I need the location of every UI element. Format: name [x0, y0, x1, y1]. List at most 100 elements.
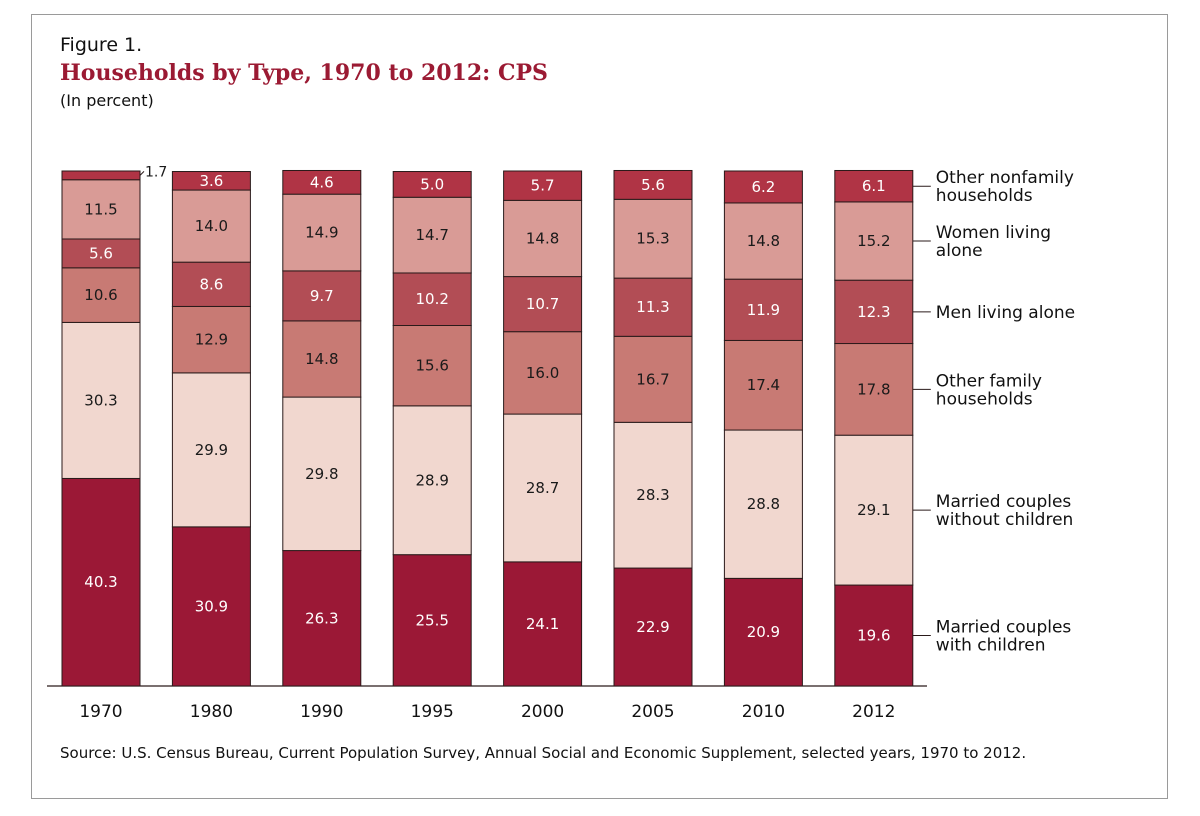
data-label: 5.0	[420, 175, 444, 193]
bar-segment	[171, 261, 251, 307]
data-label: 1.7	[145, 164, 167, 180]
data-label: 29.1	[857, 501, 890, 519]
data-label: 12.9	[195, 331, 228, 349]
bar-segment	[171, 372, 251, 528]
bar-segment	[61, 170, 141, 181]
x-tick-label: 1995	[411, 702, 454, 722]
x-tick-label: 2000	[521, 702, 564, 722]
data-label: 15.2	[857, 232, 890, 250]
bar-segment	[392, 171, 472, 198]
data-label: 17.4	[747, 376, 780, 394]
data-label: 11.9	[747, 301, 780, 319]
data-label: 16.7	[636, 370, 669, 388]
bar-segment	[723, 170, 803, 204]
data-label: 4.6	[310, 173, 334, 191]
bar-segment	[282, 320, 362, 398]
data-label: 10.7	[526, 295, 559, 313]
bar-segment	[61, 321, 141, 479]
x-tick-label: 1990	[300, 702, 343, 722]
data-label: 5.6	[641, 176, 665, 194]
bar-segment	[834, 279, 914, 345]
bar-segment	[503, 413, 583, 563]
bar-segment	[503, 331, 583, 415]
data-label: 29.8	[305, 465, 338, 483]
bar-segment	[613, 277, 693, 337]
legend-label: Men living alone	[936, 303, 1075, 323]
bar-segment	[282, 193, 362, 272]
data-label: 19.6	[857, 627, 890, 645]
data-label: 28.8	[747, 495, 780, 513]
chart-title: Households by Type, 1970 to 2012: CPS	[60, 60, 548, 86]
bar-segment	[834, 584, 914, 687]
bar-segment	[282, 270, 362, 322]
bar-segment	[171, 171, 251, 191]
bar-segment	[61, 477, 141, 687]
bar-segment	[392, 325, 472, 407]
data-label: 25.5	[415, 611, 448, 629]
data-label: 30.3	[84, 391, 117, 409]
figure-label: Figure 1.	[60, 34, 143, 56]
data-label: 29.9	[195, 441, 228, 459]
bar-segment	[61, 179, 141, 240]
data-label: 20.9	[747, 623, 780, 641]
legend-label: Other nonfamily households	[936, 168, 1074, 206]
data-label: 28.3	[636, 486, 669, 504]
bar-segment	[613, 198, 693, 279]
bar-segment	[392, 405, 472, 556]
bar-segment	[503, 170, 583, 201]
data-label-leader	[139, 171, 145, 176]
bar-segment	[171, 526, 251, 687]
legend-label: Married couples with children	[936, 618, 1072, 656]
bar-segment	[392, 554, 472, 687]
data-label: 6.1	[862, 177, 886, 195]
bar-segment	[61, 267, 141, 323]
bar-segment	[834, 434, 914, 586]
x-tick-label: 2012	[852, 702, 895, 722]
bar-segment	[723, 339, 803, 431]
data-label: 11.5	[84, 200, 117, 218]
data-label: 14.9	[305, 224, 338, 242]
data-label: 14.8	[526, 229, 559, 247]
data-label: 40.3	[84, 573, 117, 591]
data-label: 6.2	[751, 178, 775, 196]
x-tick-label: 2005	[631, 702, 674, 722]
bar-segment	[723, 429, 803, 579]
legend-label: Other family households	[936, 371, 1042, 409]
data-label: 24.1	[526, 615, 559, 633]
data-label: 11.3	[636, 298, 669, 316]
bar-segment	[282, 550, 362, 687]
bar-segment	[834, 169, 914, 203]
data-label: 16.0	[526, 364, 559, 382]
data-label: 15.6	[415, 357, 448, 375]
data-label: 5.6	[89, 244, 113, 262]
data-label: 17.8	[857, 380, 890, 398]
data-label: 10.6	[84, 286, 117, 304]
bar-segment	[723, 202, 803, 280]
bar-segment	[503, 199, 583, 278]
bar-segment	[834, 343, 914, 436]
data-label: 14.7	[415, 226, 448, 244]
chart-subtitle: (In percent)	[60, 91, 154, 110]
bar-segment	[503, 276, 583, 333]
x-tick-label: 1970	[79, 702, 122, 722]
bar-segment	[834, 201, 914, 281]
data-label: 28.7	[526, 479, 559, 497]
source-note: Source: U.S. Census Bureau, Current Popu…	[60, 744, 1027, 762]
data-label: 30.9	[195, 597, 228, 615]
data-label: 12.3	[857, 303, 890, 321]
legend-label: Married couples without children	[936, 492, 1074, 530]
data-label: 15.3	[636, 230, 669, 248]
x-tick-label: 2010	[742, 702, 785, 722]
bar-segment	[503, 561, 583, 687]
data-label: 14.8	[305, 350, 338, 368]
x-tick-label: 1980	[190, 702, 233, 722]
data-label: 8.6	[199, 275, 223, 293]
data-label: 14.8	[747, 232, 780, 250]
data-label: 5.7	[531, 177, 555, 195]
data-label: 14.0	[195, 217, 228, 235]
bar-segment	[61, 238, 141, 269]
legend-label: Women living alone	[936, 223, 1051, 261]
bar-segment	[392, 196, 472, 274]
data-label: 9.7	[310, 287, 334, 305]
